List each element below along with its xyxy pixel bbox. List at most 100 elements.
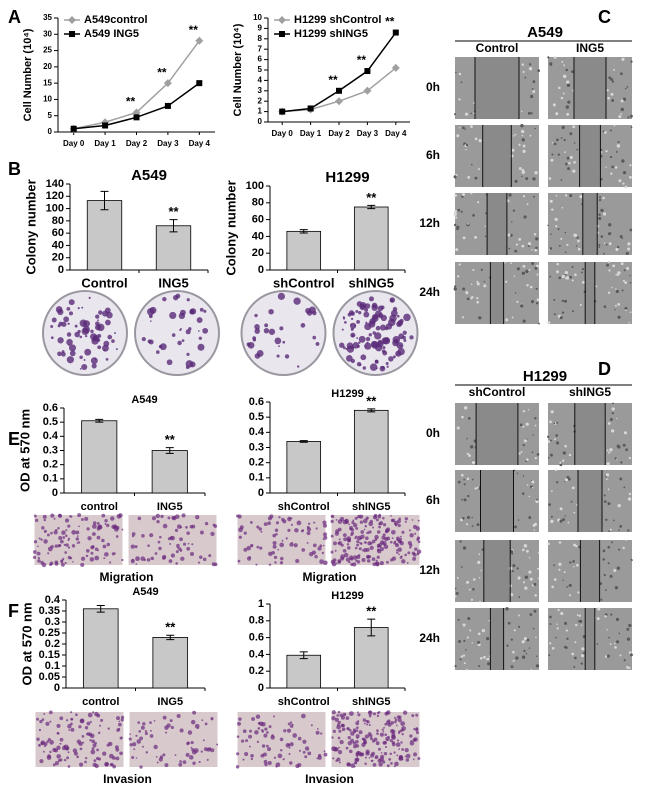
cell (90, 551, 94, 555)
cell (611, 286, 613, 289)
cell (454, 285, 457, 288)
cell (169, 719, 173, 723)
cell (321, 551, 325, 555)
cell (42, 750, 45, 753)
cell (561, 125, 565, 130)
colony (375, 325, 381, 331)
cell (611, 99, 615, 102)
y-axis-label: OD at 570 nm (19, 602, 34, 685)
cell (34, 518, 39, 523)
cell (350, 531, 355, 535)
bar (353, 206, 389, 271)
cell (154, 552, 158, 555)
cell (525, 177, 529, 181)
cell (279, 561, 284, 565)
cell (602, 130, 605, 133)
cell (515, 656, 519, 660)
cell (471, 296, 474, 299)
cell (461, 498, 464, 501)
colony (347, 312, 352, 317)
cell (386, 764, 390, 768)
cell (368, 710, 372, 714)
cell (401, 748, 405, 751)
cell (286, 728, 292, 733)
cell (466, 523, 469, 526)
cell (626, 666, 629, 669)
cell (46, 740, 50, 743)
cell (551, 153, 554, 156)
y-tick-label: 0.25 (39, 627, 60, 639)
colony (50, 336, 54, 340)
cell (238, 527, 243, 533)
cell (374, 534, 379, 540)
cell (609, 232, 612, 235)
cell (363, 528, 366, 531)
cell (169, 542, 172, 545)
cell (600, 208, 604, 213)
cell (71, 544, 76, 548)
series-line (73, 82, 200, 130)
cell (467, 494, 470, 498)
cell (58, 535, 63, 541)
column-label: ING5 (576, 41, 604, 55)
error-bar (165, 447, 174, 454)
cell (41, 718, 45, 721)
colony (74, 331, 80, 338)
cell (356, 543, 360, 547)
cell (396, 754, 399, 757)
cell (382, 517, 385, 520)
colony (403, 313, 411, 322)
bar (81, 420, 118, 494)
cell (116, 716, 121, 721)
cell (149, 533, 154, 538)
cell (522, 319, 526, 323)
cell (480, 569, 483, 572)
cell (471, 478, 474, 481)
cell (517, 576, 521, 580)
cell (91, 747, 95, 751)
cell (577, 591, 580, 594)
cell (505, 280, 508, 283)
cell (376, 729, 379, 732)
cell (254, 730, 259, 735)
y-tick-label: 0.4 (249, 648, 265, 660)
cell (518, 167, 522, 170)
colony (395, 350, 402, 357)
cell (71, 530, 77, 535)
cell (549, 62, 553, 66)
cell (179, 728, 184, 733)
cell (404, 748, 409, 753)
colony (57, 308, 64, 316)
cell (96, 756, 100, 761)
y-tick-label: 80 (52, 215, 64, 227)
cell (549, 247, 553, 250)
cell (607, 488, 610, 491)
cell (510, 638, 513, 641)
cell (454, 664, 457, 668)
cell (67, 724, 72, 729)
cell (79, 718, 85, 723)
cell (91, 523, 97, 529)
cell (195, 514, 200, 520)
colony (296, 365, 300, 368)
cell (555, 225, 558, 228)
cell (364, 734, 370, 739)
y-tick-label: 0 (54, 682, 60, 694)
colony (374, 343, 383, 352)
cell (387, 719, 391, 723)
cell (406, 561, 409, 564)
y-tick-label: 40 (52, 239, 64, 251)
cell (78, 725, 82, 729)
cell (293, 543, 298, 548)
cell (314, 555, 318, 559)
error-bar (367, 204, 376, 210)
cell (186, 531, 190, 535)
cell (33, 540, 38, 544)
colony (345, 347, 348, 351)
cell (623, 659, 626, 662)
cell (554, 217, 558, 222)
cell (379, 732, 384, 737)
cell (59, 716, 64, 721)
cell (623, 486, 626, 489)
cell (618, 504, 621, 507)
